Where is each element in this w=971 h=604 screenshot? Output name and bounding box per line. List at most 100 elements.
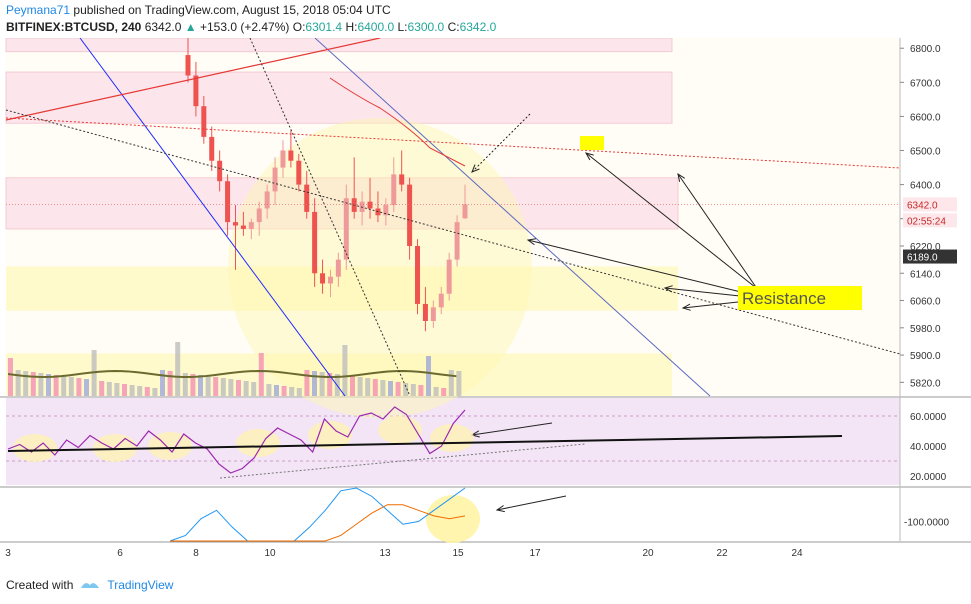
volume-bar [319, 372, 325, 396]
volume-bar [251, 382, 257, 396]
volume-bar [106, 382, 112, 396]
candle [438, 293, 444, 308]
volume-bar [296, 388, 302, 396]
volume-bar [213, 377, 219, 396]
candle [288, 150, 294, 161]
volume-bar [388, 381, 393, 396]
oscillator-line [170, 504, 466, 542]
arrow-head [584, 152, 594, 161]
candle [225, 181, 231, 223]
highlight-marker [580, 136, 604, 150]
chart-area[interactable]: 6800.06700.06600.06500.06400.06300.06220… [0, 38, 971, 568]
trendline-red [5, 38, 381, 121]
volume-bar [137, 386, 143, 396]
candle [232, 222, 238, 226]
trendline-red-dotted [5, 117, 901, 169]
volume-bar [8, 358, 13, 396]
price-tick-label: 6060.0 [910, 297, 941, 308]
reference-price-tag: 6189.0 [907, 253, 938, 264]
arrow-head [677, 172, 686, 182]
last-price-tag-bg [903, 197, 957, 212]
volume-bar [441, 388, 447, 396]
tradingview-logo-icon [81, 583, 100, 588]
price-tick-label: 6500.0 [910, 147, 941, 158]
oscillator-tick-label: -100.0000 [904, 517, 949, 528]
candle [446, 259, 452, 294]
arrow-head [471, 164, 480, 173]
candle [264, 191, 270, 209]
volume-bar [228, 379, 234, 396]
chart-header: Peymana71 published on TradingView.com, … [6, 3, 496, 34]
low-label: L: [397, 20, 408, 34]
volume-bar [190, 374, 196, 396]
x-tick-label: 6 [117, 548, 123, 559]
candle [296, 160, 302, 185]
price-tick-label: 5980.0 [910, 324, 941, 335]
resistance-zone [5, 71, 673, 124]
candle [304, 184, 310, 212]
rsi-highlight-circle [236, 429, 280, 457]
volume-bar [243, 381, 249, 396]
volume-bar [266, 384, 272, 396]
volume-bar [372, 379, 378, 396]
author-name[interactable]: Peymana71 [6, 3, 71, 17]
volume-bar [365, 378, 371, 396]
price-tick-label: 6140.0 [910, 269, 941, 280]
volume-bar [53, 375, 59, 396]
volume-bar [433, 387, 439, 396]
volume-bar [160, 370, 165, 396]
created-with-label: Created with [6, 578, 74, 592]
arrow-head [526, 238, 536, 246]
last-price-tag: 6342.0 [907, 200, 938, 211]
symbol-label: BITFINEX:BTCUSD, 240 [6, 20, 142, 34]
volume-bar [167, 371, 173, 396]
annotation-arrow [527, 239, 746, 294]
candle [217, 160, 223, 182]
arrow-head [681, 303, 691, 311]
x-tick-label: 8 [193, 548, 199, 559]
volume-bar [312, 371, 317, 396]
x-tick-label: 22 [716, 548, 728, 559]
x-tick-label: 17 [529, 548, 541, 559]
price-tick-label: 6800.0 [910, 44, 941, 55]
volume-bar [61, 376, 67, 396]
tradingview-link[interactable]: TradingView [107, 578, 174, 592]
open-label: O: [292, 20, 306, 34]
volume-bar [46, 374, 51, 396]
volume-sma-line [7, 369, 457, 378]
trendline-blue-2 [314, 38, 711, 397]
annotation-arrow [664, 287, 741, 297]
up-arrow-icon: ▲ [184, 20, 197, 34]
x-tick-label: 24 [791, 548, 803, 559]
volume-bar [342, 345, 348, 396]
volume-bar [76, 378, 82, 396]
annotation-arrow [682, 301, 739, 309]
annotation-arrow [471, 422, 553, 436]
rsi-support-line [219, 443, 586, 479]
candle [327, 276, 333, 284]
trendline-black-dotted-2 [249, 38, 411, 397]
volume-bar [274, 385, 279, 396]
oscillator-line [169, 487, 466, 542]
support-zone [6, 266, 678, 311]
volume-bar [122, 384, 127, 396]
close-label: C: [447, 20, 460, 34]
candle [280, 150, 286, 168]
resistance-zone [5, 38, 673, 53]
x-tick-label: 10 [264, 548, 276, 559]
candle [256, 208, 262, 223]
candle [185, 55, 191, 76]
candle [248, 222, 254, 229]
candle [383, 205, 389, 216]
resistance-label: Resistance [742, 289, 826, 308]
volume-bar [380, 380, 386, 396]
candle [343, 198, 349, 260]
resistance-label-bg [738, 286, 862, 310]
volume-bar [198, 375, 203, 396]
volume-bar [350, 376, 355, 396]
candle [201, 106, 207, 137]
highlight-circle [228, 118, 532, 418]
candle [454, 222, 460, 260]
volume-bar [30, 372, 36, 396]
low-value: 6300.0 [407, 20, 445, 34]
